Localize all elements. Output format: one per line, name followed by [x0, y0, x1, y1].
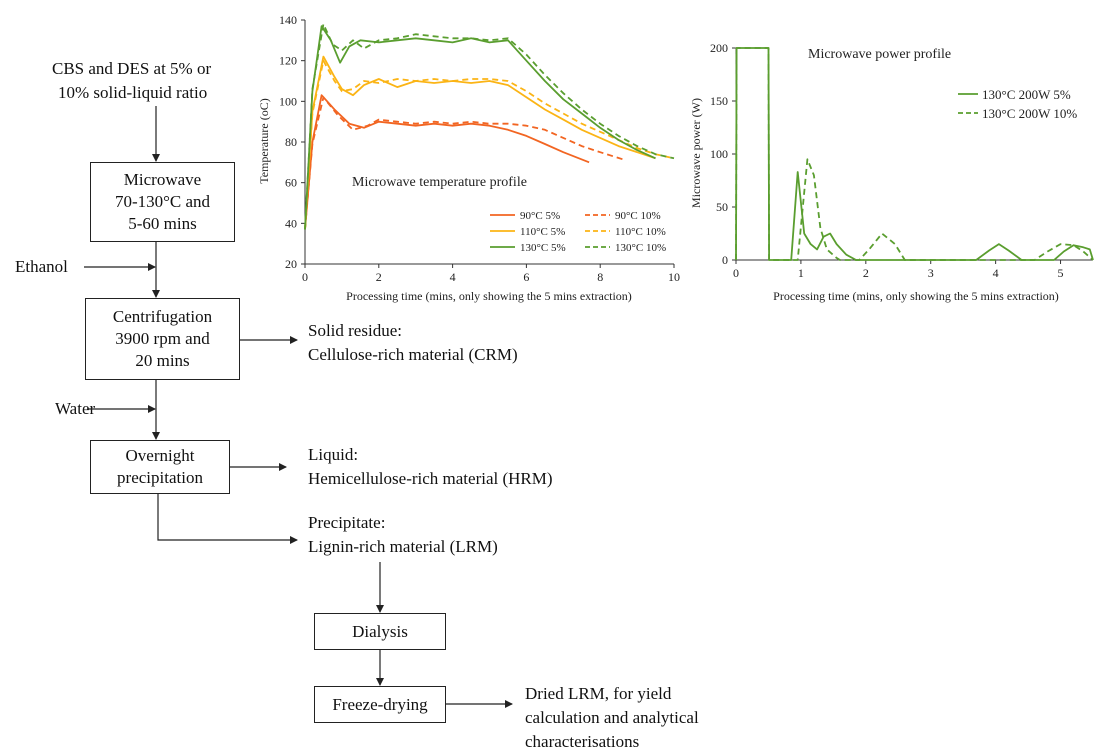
legend-label-5: 130°C 10%: [615, 242, 666, 254]
series-line-0: [735, 47, 1094, 261]
liquid-title: Liquid:: [308, 445, 359, 464]
y-tick-label: 0: [722, 253, 728, 267]
series-line-1: [735, 47, 1094, 261]
series-line-3: [304, 59, 675, 230]
temperature-chart-ylabel: Temperature (oC): [257, 98, 271, 183]
arrow-to-precipitate: [157, 494, 298, 544]
y-tick-label: 60: [285, 176, 297, 190]
series-line-4: [304, 25, 656, 230]
power-chart-ylabel: Microwave power (W): [689, 98, 703, 208]
temperature-chart-title: Microwave temperature profile: [352, 175, 527, 190]
y-tick-label: 80: [285, 135, 297, 149]
liquid-desc: Hemicellulose-rich material (HRM): [308, 469, 553, 488]
solid-residue-desc: Cellulose-rich material (CRM): [308, 345, 518, 364]
x-tick-label: 0: [302, 270, 308, 284]
legend-label-1: 130°C 200W 10%: [982, 106, 1077, 121]
y-tick-label: 20: [285, 257, 297, 271]
temperature-chart-xlabel: Processing time (mins, only showing the …: [346, 289, 632, 303]
dialysis-step-box: Dialysis: [314, 613, 446, 650]
x-tick-label: 2: [863, 266, 869, 280]
legend-label-3: 110°C 10%: [615, 226, 666, 238]
x-tick-label: 6: [523, 270, 529, 284]
legend-label-4: 130°C 5%: [520, 242, 566, 254]
legend-label-0: 130°C 200W 5%: [982, 87, 1071, 102]
power-chart-title: Microwave power profile: [808, 47, 951, 62]
power-chart-xlabel: Processing time (mins, only showing the …: [773, 289, 1059, 303]
centrifugation-step-label: Centrifugation 3900 rpm and 20 mins: [112, 307, 213, 370]
x-tick-label: 3: [928, 266, 934, 280]
x-tick-label: 1: [798, 266, 804, 280]
legend-label-1: 90°C 10%: [615, 210, 661, 222]
freeze-drying-step-box: Freeze-drying: [314, 686, 446, 723]
precipitate-desc: Lignin-rich material (LRM): [308, 537, 498, 556]
x-tick-label: 4: [993, 266, 999, 280]
x-tick-label: 8: [597, 270, 603, 284]
power-chart-legend: 130°C 200W 5% 130°C 200W 10%: [958, 87, 1077, 121]
series-line-0: [304, 94, 590, 230]
centrifugation-step-box: Centrifugation 3900 rpm and 20 mins: [85, 298, 240, 380]
solid-residue-title: Solid residue:: [308, 321, 402, 340]
x-tick-label: 4: [450, 270, 456, 284]
legend-label-0: 90°C 5%: [520, 210, 560, 222]
y-tick-label: 100: [279, 94, 297, 108]
output-text-line2: calculation and analytical: [525, 708, 699, 727]
legend-label-2: 110°C 5%: [520, 226, 565, 238]
precipitation-step-box: Overnight precipitation: [90, 440, 230, 494]
x-tick-label: 5: [1058, 266, 1064, 280]
precipitate-title: Precipitate:: [308, 513, 386, 532]
y-tick-label: 140: [279, 13, 297, 27]
ethanol-label: Ethanol: [15, 257, 68, 276]
microwave-step-label: Microwave 70-130°C and 5-60 mins: [114, 170, 211, 233]
y-tick-label: 40: [285, 216, 297, 230]
output-text-line3: characterisations: [525, 732, 640, 751]
precipitation-step-label: Overnight precipitation: [117, 446, 203, 487]
y-tick-label: 50: [716, 200, 728, 214]
input-text-line1: CBS and DES at 5% or: [52, 59, 212, 78]
microwave-step-box: Microwave 70-130°C and 5-60 mins: [90, 162, 235, 242]
output-text-line1: Dried LRM, for yield: [525, 684, 672, 703]
power-chart-lines: [735, 47, 1094, 261]
x-tick-label: 2: [376, 270, 382, 284]
x-tick-label: 10: [668, 270, 680, 284]
y-tick-label: 150: [710, 94, 728, 108]
series-line-1: [304, 96, 627, 230]
y-tick-label: 120: [279, 54, 297, 68]
temperature-chart-legend: 90°C 5% 90°C 10% 110°C 5% 110°C 10% 130°C 5%…: [490, 210, 666, 254]
series-line-5: [304, 23, 675, 230]
freeze-drying-step-label: Freeze-drying: [332, 694, 428, 714]
temperature-chart-lines: [304, 23, 675, 230]
temperature-chart-axes: 0 2 4 6 8 10 20 40 60 80 100 120 140: [279, 13, 680, 284]
water-label: Water: [55, 399, 96, 418]
y-tick-label: 200: [710, 41, 728, 55]
input-text-line2: 10% solid-liquid ratio: [58, 83, 208, 102]
dialysis-step-label: Dialysis: [352, 621, 408, 641]
x-tick-label: 0: [733, 266, 739, 280]
y-tick-label: 100: [710, 147, 728, 161]
